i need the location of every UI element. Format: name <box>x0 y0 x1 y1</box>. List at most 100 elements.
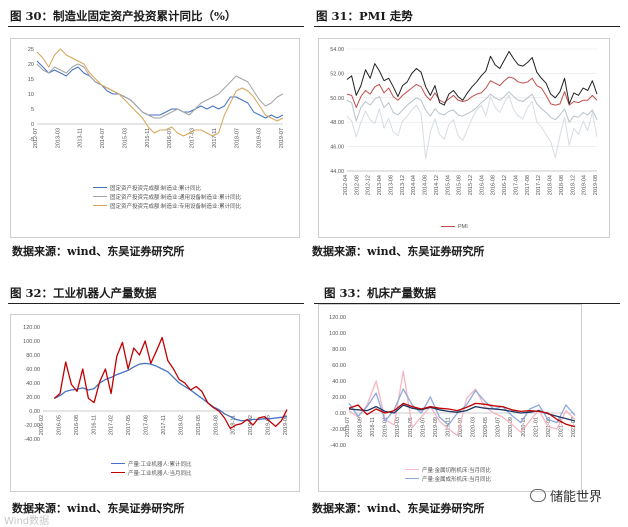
x-tick-label: 2016-02 <box>39 415 45 435</box>
x-tick-label: 2013-04 <box>377 175 383 195</box>
x-tick-label: 2016-05 <box>56 415 62 435</box>
fig30-frame: 25 20 15 10 5 0 -5 2012-07 2013-03 2013-11 2014-07… <box>10 38 300 238</box>
x-tick-label: 2016-08 <box>491 175 497 195</box>
fig33-frame: 120.00 100.00 80.00 60.00 40.00 20.00 0.00 -20.… <box>318 304 582 492</box>
x-tick-label: 2012-08 <box>354 175 360 195</box>
fig33-legend: 产量:金属切削机床:当月同比 产量:金属成形机床:当月同比 <box>405 465 491 483</box>
x-tick-label: 2016-11 <box>91 415 97 435</box>
fig31-caption: 图 31：PMI 走势 <box>316 9 413 23</box>
wechat-icon <box>530 489 546 502</box>
fig30-legend-label: 固定资产投资完成额:制造业:通用设备制造业:累计同比 <box>110 194 242 201</box>
y-tick-label: 54.00 <box>330 47 344 53</box>
y-tick-label: 0.00 <box>335 411 346 417</box>
y-tick-label: 46.00 <box>330 145 344 151</box>
fig33-legend-item: 产量:金属成形机床:当月同比 <box>405 474 491 483</box>
fig30-caption: 图 30：制造业固定资产投资累计同比（%） <box>10 9 237 23</box>
x-tick-label: 2014-12 <box>434 175 440 195</box>
series-line-1 <box>54 362 288 422</box>
fig31-frame: 54.00 52.00 50.00 48.00 46.00 44.00 2012-04 201… <box>318 38 610 238</box>
y-tick-label: 40.00 <box>332 379 346 385</box>
fig32-chart: 120.00 100.00 80.00 60.00 40.00 20.00 0.00 -20.… <box>23 325 289 443</box>
x-tick-label: 2019-08 <box>593 175 599 195</box>
y-tick-label: 100.00 <box>329 331 346 337</box>
y-tick-label: 20.00 <box>332 395 346 401</box>
fig33-source: 数据来源：wind、东吴证券研究所 <box>312 502 485 515</box>
y-tick-label: 52.00 <box>330 71 344 77</box>
x-tick-label: 2018-08 <box>559 175 565 195</box>
y-tick-label: 10 <box>28 92 34 98</box>
x-tick-label: 2013-12 <box>400 175 406 195</box>
x-tick-label: 2018-07 <box>345 417 351 437</box>
x-tick-label: 2016-07 <box>167 128 173 148</box>
fig32-source: 数据来源：wind、东吴证券研究所 <box>12 502 185 515</box>
x-tick-label: 2018-02 <box>178 415 184 435</box>
x-tick-label: 2020-11 <box>521 417 527 437</box>
series-line-2 <box>346 50 598 106</box>
y-tick-label: -20.00 <box>330 427 346 433</box>
x-tick-label: 2018-04 <box>548 175 554 195</box>
fig30-legend-label: 固定资产投资完成额:制造业:专用设备制造业:累计同比 <box>110 203 242 210</box>
x-tick-label: 2019-08 <box>283 415 289 435</box>
fig30-legend: 固定资产投资完成额:制造业:累计同比 固定资产投资完成额:制造业:通用设备制造业… <box>93 183 241 210</box>
x-tick-label: 2019-03 <box>395 417 401 437</box>
fig32-caption: 图 32：工业机器人产量数据 <box>10 286 157 300</box>
fig33-legend-item: 产量:金属切削机床:当月同比 <box>405 465 491 474</box>
fig31-legend-label: PMI <box>458 223 468 230</box>
fig32-legend-item: 产量:工业机器人:当月同比 <box>111 468 192 477</box>
watermark-left-text: Wind数据 <box>4 516 50 527</box>
x-tick-label: 2017-03 <box>190 128 196 148</box>
x-tick-label: 2016-12 <box>502 175 508 195</box>
x-tick-label: 2014-07 <box>100 128 106 148</box>
x-tick-label: 2012-12 <box>366 175 372 195</box>
x-tick-label: 2019-05 <box>266 415 272 435</box>
y-tick-label: 20.00 <box>26 395 40 401</box>
x-tick-label: 2014-08 <box>423 175 429 195</box>
series-line-1 <box>36 60 284 119</box>
x-tick-label: 2018-12 <box>570 175 576 195</box>
x-tick-label: 2021-01 <box>533 417 539 437</box>
y-tick-label: -40.00 <box>24 437 40 443</box>
fig32-legend-label: 产量:工业机器人:累计同比 <box>128 461 192 468</box>
x-tick-label: 2020-03 <box>471 417 477 437</box>
series-line-3 <box>346 91 598 123</box>
x-tick-label: 2017-12 <box>536 175 542 195</box>
fig31-source: 数据来源：wind、东吴证券研究所 <box>312 245 485 258</box>
x-tick-label: 2018-05 <box>196 415 202 435</box>
y-tick-label: 60.00 <box>332 363 346 369</box>
fig30-legend-item: 固定资产投资完成额:制造业:累计同比 <box>93 183 241 192</box>
fig33-caption-rule <box>314 303 620 304</box>
x-tick-label: 2013-03 <box>55 128 61 148</box>
x-tick-label: 2021-07 <box>571 417 577 437</box>
fig32-legend-item: 产量:工业机器人:累计同比 <box>111 459 192 468</box>
x-tick-label: 2015-03 <box>122 128 128 148</box>
fig31-caption-rule <box>314 26 620 27</box>
x-tick-label: 2017-08 <box>525 175 531 195</box>
fig32-legend: 产量:工业机器人:累计同比 产量:工业机器人:当月同比 <box>111 459 192 477</box>
x-tick-label: 2020-01 <box>458 417 464 437</box>
x-tick-label: 2015-11 <box>145 128 151 148</box>
x-tick-label: 2015-08 <box>457 175 463 195</box>
x-tick-label: 2014-04 <box>411 175 417 195</box>
x-tick-label: 2019-07 <box>420 417 426 437</box>
x-tick-label: 2020-09 <box>508 417 514 437</box>
fig30-source: 数据来源：wind、东吴证券研究所 <box>12 245 185 258</box>
x-tick-label: 2021-05 <box>558 417 564 437</box>
fig33-legend-label: 产量:金属切削机床:当月同比 <box>422 467 492 474</box>
fig30-legend-item: 固定资产投资完成额:制造业:通用设备制造业:累计同比 <box>93 192 241 201</box>
x-tick-label: 2019-02 <box>248 415 254 435</box>
y-tick-label: 60.00 <box>26 367 40 373</box>
y-tick-label: 120.00 <box>329 315 346 321</box>
watermark-right: 储能世界 <box>530 486 602 505</box>
y-tick-label: 48.00 <box>330 120 344 126</box>
y-tick-label: 0.00 <box>29 409 40 415</box>
y-tick-label: -20.00 <box>24 423 40 429</box>
series-line-2 <box>53 336 288 430</box>
x-tick-label: 2015-12 <box>468 175 474 195</box>
y-tick-label: 120.00 <box>23 325 40 331</box>
y-tick-label: -5 <box>29 137 34 143</box>
x-tick-label: 2016-04 <box>479 175 485 195</box>
fig32-caption-rule <box>8 303 304 304</box>
fig30-legend-item: 固定资产投资完成额:制造业:专用设备制造业:累计同比 <box>93 201 241 210</box>
fig31-legend: PMI <box>441 222 468 231</box>
